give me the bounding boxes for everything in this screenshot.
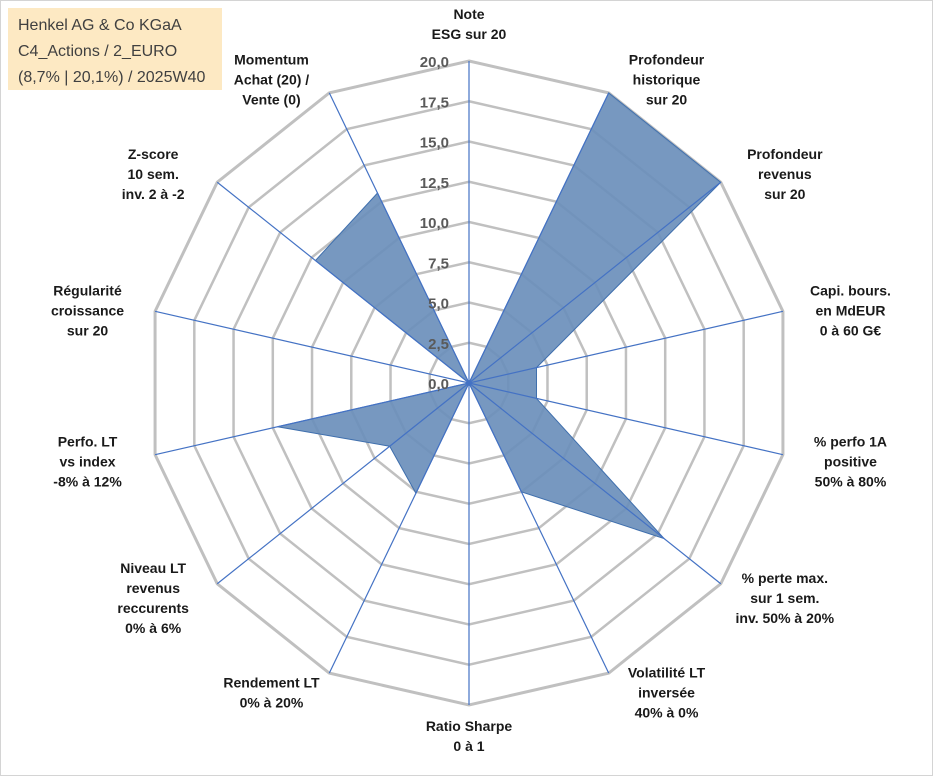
axis-label-line: 0 à 60 G€ [820, 322, 882, 338]
tick-label: 17,5 [420, 94, 449, 111]
axis-label: Rendement LT 0% à 20% [223, 674, 320, 710]
axis-label-line: Rendement LT [223, 674, 320, 690]
tick-label: 2,5 [428, 336, 449, 353]
axis-label-line: Capi. bours. [810, 282, 891, 298]
axis-label: % perte max. sur 1 sem. inv. 50% à 20% [736, 570, 835, 626]
axis-label-line: reccurents [117, 600, 189, 616]
axis-label: % perfo 1A positive 50% à 80% [814, 434, 887, 490]
axis-label: Note ESG sur 20 [432, 6, 507, 42]
axis-label-line: Volatilité LT [628, 664, 706, 680]
axis-label: Profondeur historique sur 20 [629, 52, 705, 108]
axis-label-line: Z-score [128, 146, 179, 162]
axis-label: Ratio Sharpe 0 à 1 [426, 718, 513, 754]
axis-label: Profondeur revenus sur 20 [747, 146, 823, 202]
axis-label-line: Achat (20) / [234, 72, 310, 88]
axis-label-line: Régularité [53, 282, 122, 298]
axis-spoke [328, 92, 470, 384]
axis-label-line: ESG sur 20 [432, 26, 507, 42]
axis-spoke [468, 382, 610, 674]
tick-label: 10,0 [420, 215, 449, 232]
tick-label: 15,0 [420, 135, 449, 152]
axis-label: Niveau LT revenus reccurents 0% à 6% [117, 560, 189, 636]
axis-label-line: -8% à 12% [53, 474, 122, 490]
title-line-category: C4_Actions / 2_EURO [18, 43, 178, 60]
axis-spoke [468, 92, 610, 384]
axis-spoke [468, 181, 722, 384]
axis-label-line: positive [824, 454, 877, 470]
axis-label-line: Niveau LT [120, 560, 186, 576]
axis-label-line: sur 1 sem. [750, 590, 819, 606]
axis-label-line: % perfo 1A [814, 434, 887, 450]
axis-label-line: Note [453, 6, 484, 22]
axis-label-line: sur 20 [646, 92, 687, 108]
tick-label: 5,0 [428, 296, 449, 313]
axis-label-line: Profondeur [747, 146, 823, 162]
axis-spoke [468, 310, 784, 384]
axis-spoke [468, 382, 722, 585]
axis-label-line: 0 à 1 [453, 738, 484, 754]
axis-label: Perfo. LT vs index -8% à 12% [53, 434, 122, 490]
axis-spoke [154, 382, 470, 456]
axis-spoke [328, 382, 470, 674]
axis-label: Régularité croissance sur 20 [51, 282, 124, 338]
axis-label-line: en MdEUR [815, 302, 885, 318]
axis-label-line: % perte max. [742, 570, 828, 586]
axis-label-line: vs index [60, 454, 116, 470]
axis-label-line: 0% à 20% [240, 694, 304, 710]
axis-label-line: 50% à 80% [815, 474, 887, 490]
tick-label: 0,0 [428, 376, 449, 393]
axis-label-line: inv. 2 à -2 [122, 186, 185, 202]
axis-label-line: historique [633, 72, 701, 88]
axis-label-line: sur 20 [67, 322, 108, 338]
axis-label-line: Perfo. LT [58, 434, 118, 450]
tick-label: 12,5 [420, 175, 449, 192]
axis-label-line: Profondeur [629, 52, 705, 68]
axis-label-line: croissance [51, 302, 124, 318]
axis-label-line: revenus [758, 166, 812, 182]
tick-label: 7,5 [428, 255, 449, 272]
axis-spoke [216, 181, 470, 384]
axis-spoke [468, 382, 784, 456]
axis-label-line: Vente (0) [242, 92, 300, 108]
axis-label-line: 0% à 6% [125, 620, 182, 636]
axis-label: Momentum Achat (20) / Vente (0) [234, 52, 310, 108]
axis-spoke [216, 382, 470, 585]
tick-label: 20,0 [420, 54, 449, 71]
axis-label-line: 40% à 0% [635, 704, 699, 720]
axis-label: Capi. bours. en MdEUR 0 à 60 G€ [810, 282, 891, 338]
axis-label-line: Ratio Sharpe [426, 718, 513, 734]
axis-label-line: Momentum [234, 52, 309, 68]
axis-label-line: sur 20 [764, 186, 805, 202]
axis-label-line: inv. 50% à 20% [736, 610, 835, 626]
axis-label: Z-score 10 sem. inv. 2 à -2 [122, 146, 185, 202]
axis-label-line: 10 sem. [127, 166, 178, 182]
axis-label-line: inversée [638, 684, 695, 700]
chart-title-box: Henkel AG & Co KGaA C4_Actions / 2_EURO … [8, 8, 222, 90]
axis-label: Volatilité LT inversée 40% à 0% [628, 664, 706, 720]
axis-spoke [154, 310, 470, 384]
title-line-stats: (8,7% | 20,1%) / 2025W40 [18, 69, 206, 86]
title-line-company: Henkel AG & Co KGaA [18, 17, 182, 34]
axis-label-line: revenus [126, 580, 180, 596]
